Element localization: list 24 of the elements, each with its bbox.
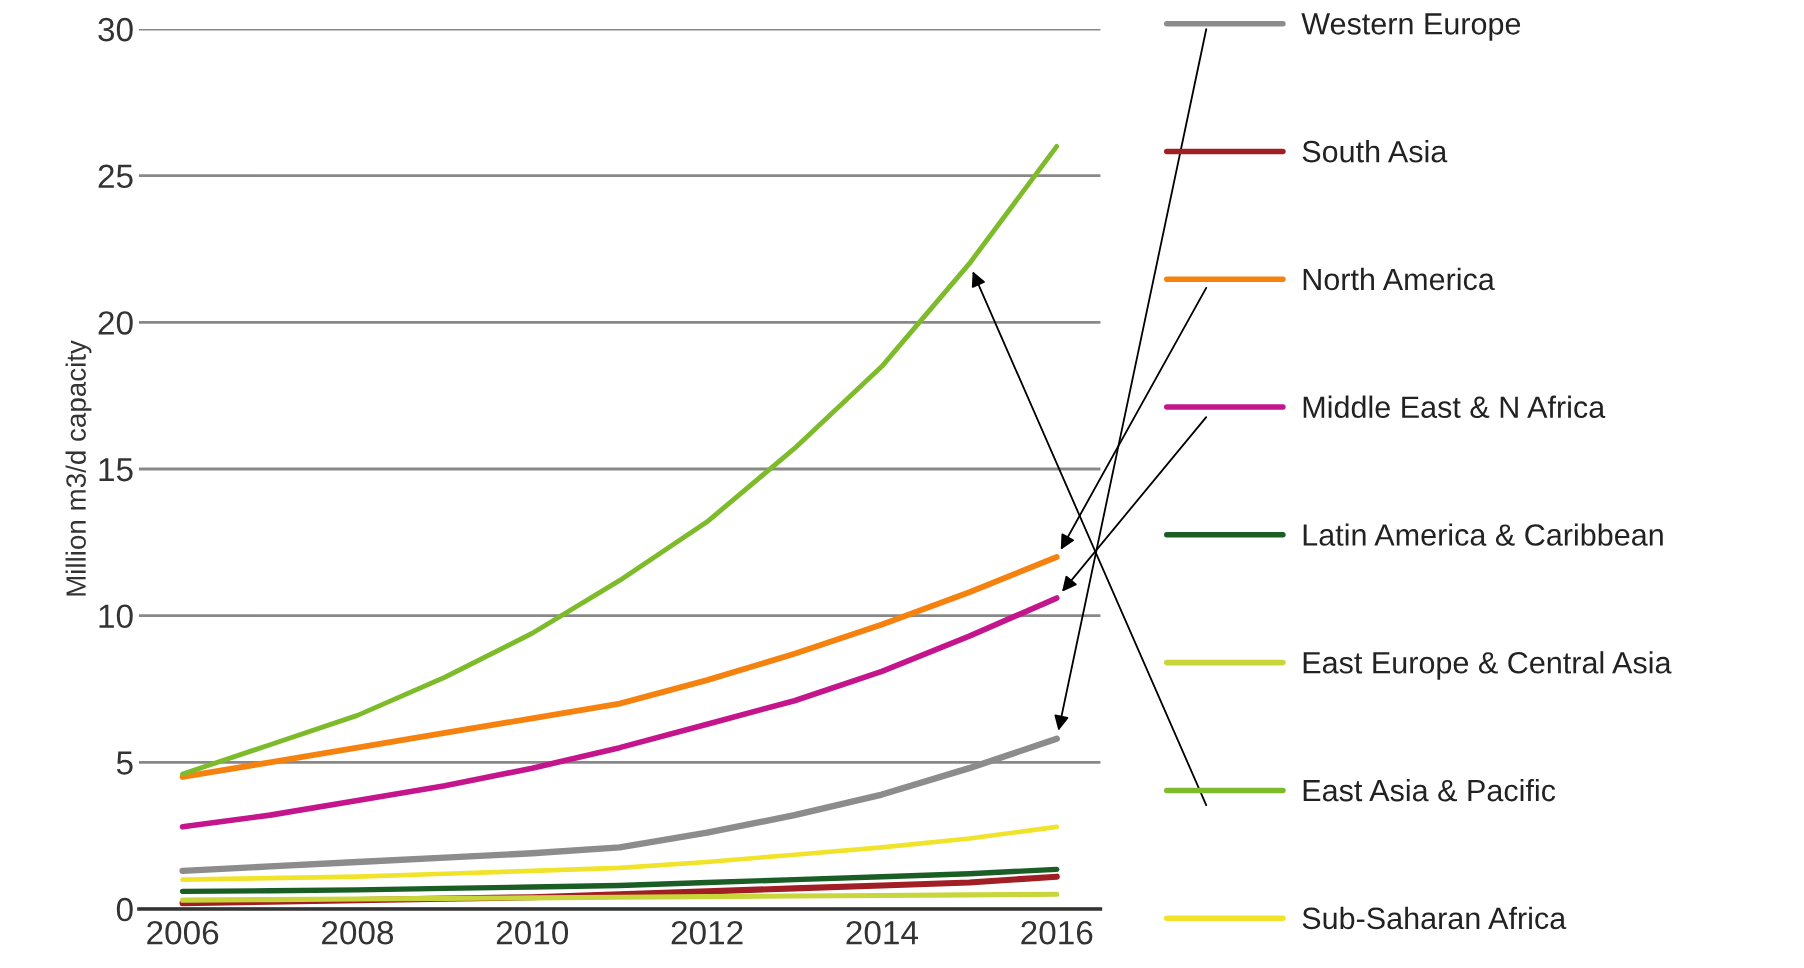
y-tick-label: 30 [98, 17, 133, 42]
legend-label: Sub-Saharan Africa [1302, 906, 1567, 930]
y-tick-label: 5 [116, 751, 133, 775]
line-series [180, 143, 1060, 777]
x-tick-label: 2014 [846, 920, 919, 945]
y-tick-label: 25 [98, 164, 133, 189]
legend-label: Middle East & N Africa [1303, 395, 1606, 419]
x-tick-label: 2010 [496, 920, 569, 945]
y-axis-title: Million m3/d capacity [65, 340, 92, 596]
legend-label: East Europe & Central Asia [1303, 651, 1672, 680]
legend-label: Latin America & Caribbean [1303, 523, 1663, 546]
y-tick-label: 15 [99, 458, 133, 482]
y-tick-label: 20 [98, 311, 133, 335]
legend-label: South Asia [1302, 140, 1448, 163]
legend-label: Western Europe [1301, 13, 1521, 41]
x-tick-label: 2012 [671, 920, 743, 945]
legend-label: East Asia & Pacific [1303, 778, 1556, 802]
x-tick-label: 2008 [322, 920, 394, 945]
y-tick-label: 0 [116, 897, 133, 922]
y-tick-label: 10 [99, 604, 133, 629]
x-tick-label: 2006 [147, 920, 219, 945]
line-series [180, 824, 1060, 882]
x-tick-label: 2016 [1021, 920, 1093, 945]
legend-label: North America [1303, 267, 1495, 291]
